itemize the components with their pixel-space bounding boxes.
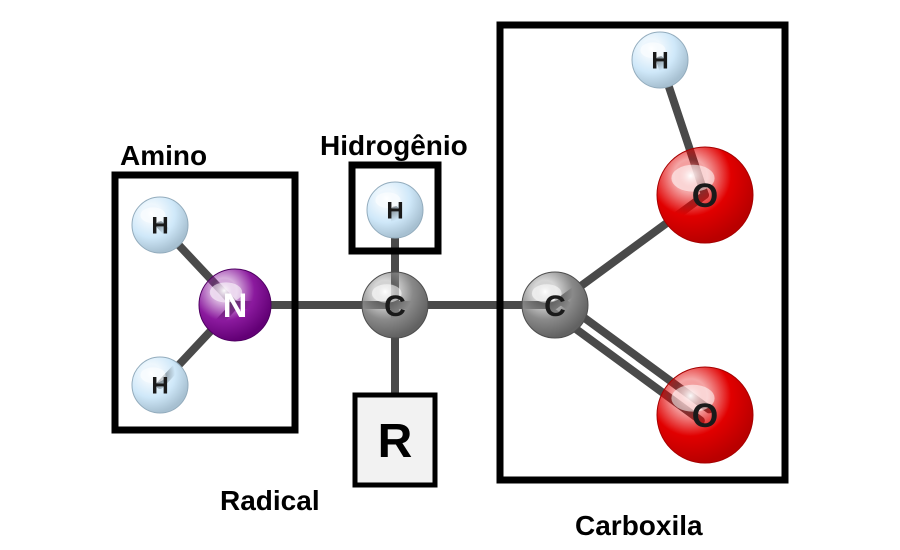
amino-acid-diagram: R N H H C H C O O H [0, 0, 900, 550]
atom-H1: H [132, 197, 188, 253]
atom-label-H2: H [151, 373, 168, 400]
label-amino: Amino [120, 140, 207, 172]
atom-O1: O [657, 147, 753, 243]
atom-C1: C [362, 272, 428, 338]
atom-H2: H [132, 357, 188, 413]
label-carboxila: Carboxila [575, 510, 703, 542]
label-hidrogenio: Hidrogênio [320, 130, 468, 162]
atom-N: N [199, 269, 271, 341]
label-radical: Radical [220, 485, 320, 517]
atom-label-O2: O [692, 397, 718, 435]
atom-C2: C [522, 272, 588, 338]
atom-H4: H [632, 32, 688, 88]
r-group: R [355, 395, 435, 485]
atom-label-H3: H [386, 198, 403, 225]
atoms-layer: N H H C H C O O H [132, 32, 753, 463]
atom-label-C2: C [544, 290, 566, 323]
atom-label-O1: O [692, 177, 718, 215]
atom-label-H1: H [151, 213, 168, 240]
atom-label-C1: C [384, 290, 406, 323]
atom-label-N: N [223, 287, 248, 325]
atom-H3: H [367, 182, 423, 238]
atom-label-H4: H [651, 48, 668, 75]
atom-O2: O [657, 367, 753, 463]
r-group-label: R [378, 415, 413, 468]
